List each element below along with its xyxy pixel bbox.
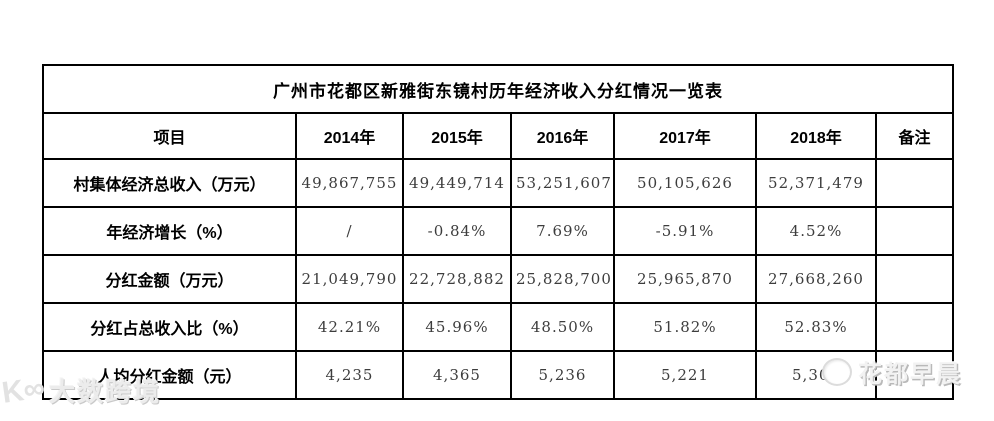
cell-value: 45.96% (402, 302, 512, 352)
table-header-row: 项目 2014年 2015年 2016年 2017年 2018年 备注 (42, 112, 955, 160)
cell-value: / (295, 206, 404, 256)
table-row-dividend-ratio: 分红占总收入比（%） 42.21% 45.96% 48.50% 51.82% 5… (42, 302, 955, 352)
col-header-2017: 2017年 (613, 112, 757, 160)
remark-cell (874, 350, 955, 400)
cell-value: -5.91% (613, 206, 757, 256)
dashukuajing-logo-icon: K∞ (0, 370, 48, 410)
col-header-remark: 备注 (874, 112, 955, 160)
cell-value: 4,235 (295, 350, 404, 400)
cell-value: -0.84% (402, 206, 512, 256)
row-label: 分红占总收入比（%） (42, 302, 297, 352)
cell-value: 25,828,700 (510, 254, 615, 304)
cell-value: 5,300 (755, 350, 877, 400)
row-label: 村集体经济总收入（万元） (42, 158, 297, 208)
cell-value: 51.82% (613, 302, 757, 352)
cell-value: 52.83% (755, 302, 877, 352)
cell-value: 53,251,607 (510, 158, 615, 208)
remark-cell (874, 302, 955, 352)
cell-value: 21,049,790 (295, 254, 404, 304)
cell-value: 25,965,870 (613, 254, 757, 304)
col-header-item: 项目 (42, 112, 297, 160)
remark-cell (874, 206, 955, 256)
col-header-2018: 2018年 (755, 112, 877, 160)
cell-value: 49,867,755 (295, 158, 404, 208)
row-label: 人均分红金额（元） (42, 350, 297, 400)
row-label: 分红金额（万元） (42, 254, 297, 304)
cell-value: 48.50% (510, 302, 615, 352)
remark-cell (874, 254, 955, 304)
cell-value: 42.21% (295, 302, 404, 352)
row-label: 年经济增长（%） (42, 206, 297, 256)
table-row-annual-growth: 年经济增长（%） / -0.84% 7.69% -5.91% 4.52% (42, 206, 955, 256)
cell-value: 4.52% (755, 206, 877, 256)
table-title-row: 广州市花都区新雅街东镜村历年经济收入分红情况一览表 (41, 64, 955, 114)
table-title: 广州市花都区新雅街东镜村历年经济收入分红情况一览表 (41, 64, 955, 114)
cell-value: 5,221 (613, 350, 757, 400)
col-header-2016: 2016年 (510, 112, 615, 160)
table-row-dividend-amount: 分红金额（万元） 21,049,790 22,728,882 25,828,70… (42, 254, 955, 304)
col-header-2015: 2015年 (402, 112, 512, 160)
cell-value: 49,449,714 (402, 158, 512, 208)
cell-value: 52,371,479 (755, 158, 877, 208)
cell-value: 50,105,626 (613, 158, 757, 208)
remark-cell (874, 158, 955, 208)
cell-value: 5,236 (510, 350, 615, 400)
table-row-per-capita-dividend: 人均分红金额（元） 4,235 4,365 5,236 5,221 5,300 (42, 350, 955, 400)
table-row-total-income: 村集体经济总收入（万元） 49,867,755 49,449,714 53,25… (42, 158, 955, 208)
cell-value: 7.69% (510, 206, 615, 256)
dividend-table: 广州市花都区新雅街东镜村历年经济收入分红情况一览表 项目 2014年 2015年… (41, 64, 955, 400)
cell-value: 4,365 (402, 350, 512, 400)
cell-value: 27,668,260 (755, 254, 877, 304)
col-header-2014: 2014年 (295, 112, 404, 160)
cell-value: 22,728,882 (402, 254, 512, 304)
